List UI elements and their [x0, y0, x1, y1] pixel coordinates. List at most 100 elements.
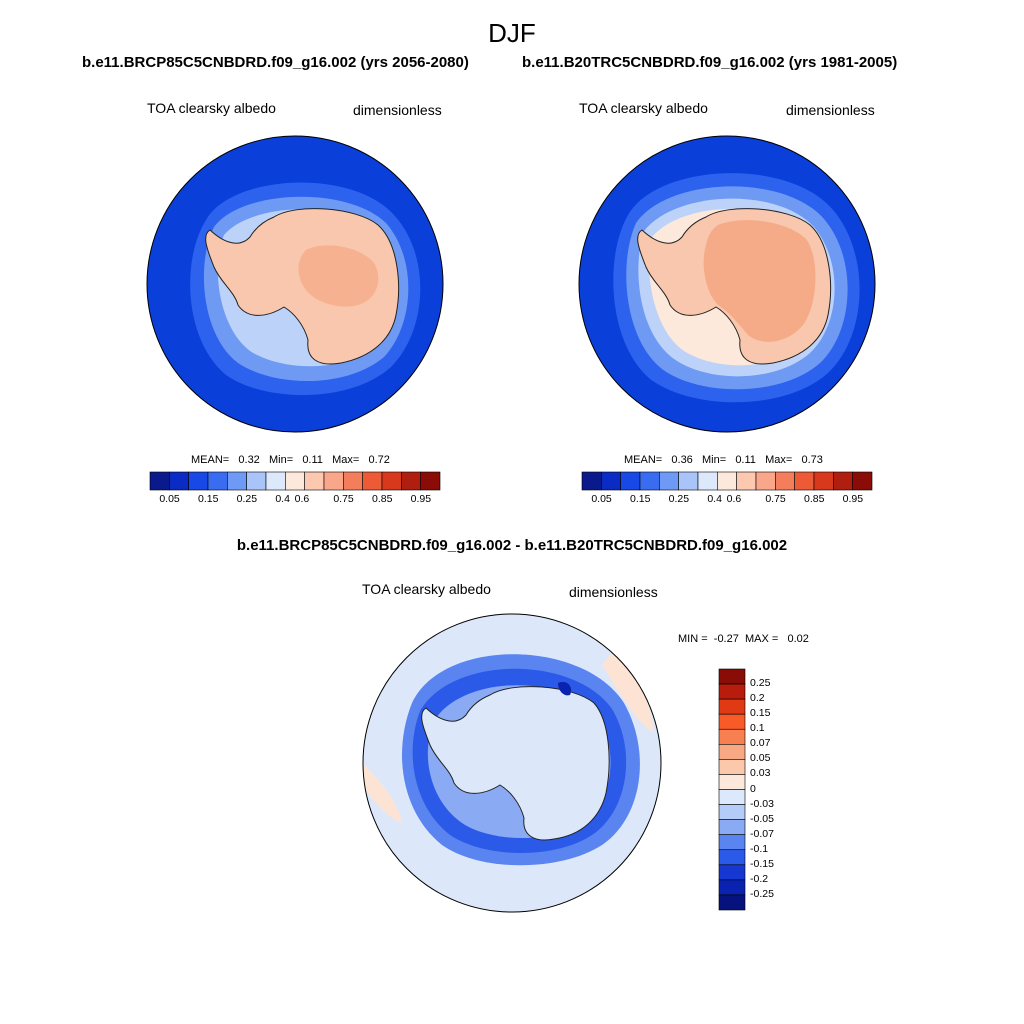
diff-variable-label: TOA clearsky albedo — [362, 581, 491, 597]
antarctica-land — [205, 208, 400, 365]
colorbar-swatch — [813, 471, 834, 491]
colorbar-left — [149, 471, 441, 491]
colorbar-swatch — [188, 471, 209, 491]
colorbar-swatch — [736, 471, 757, 491]
colorbar-swatch — [207, 471, 228, 491]
colorbar-swatch — [852, 471, 873, 491]
max-value: 0.73 — [801, 454, 823, 466]
min-label: Min= — [701, 454, 727, 466]
colorbar-ticks-right: 0.05 0.15 0.25 0.4 0.6 0.75 0.85 0.95 — [582, 493, 872, 507]
mean-label: MEAN= — [624, 454, 663, 466]
colorbar-swatch — [285, 471, 305, 491]
colorbar-swatch — [718, 744, 746, 760]
interior-plateau — [703, 220, 816, 342]
colorbar-tick-label: 0.75 — [765, 493, 786, 505]
colorbar-swatch — [718, 879, 746, 896]
colorbar-swatch — [718, 759, 746, 775]
colorbar-ticks-diff: 0.25 0.2 0.15 0.1 0.07 0.05 0.03 0 -0.03 -0.05 -0.… — [750, 669, 810, 910]
colorbar-swatch — [718, 789, 746, 805]
colorbar-tick-label: -0.1 — [750, 842, 769, 855]
colorbar-tick-label: 0.1 — [750, 722, 765, 735]
colorbar-swatch — [420, 471, 441, 491]
colorbar-swatch — [246, 471, 267, 491]
colorbar-swatch — [659, 471, 679, 491]
colorbar-swatch — [775, 471, 795, 491]
colorbar-tick-label: 0.2 — [750, 692, 765, 705]
colorbar-swatch — [581, 471, 602, 491]
colorbar-right — [581, 471, 873, 491]
colorbar-swatch — [718, 864, 746, 881]
colorbar-swatch — [833, 471, 853, 491]
colorbar-swatch — [718, 683, 746, 700]
case-title-left: b.e11.BRCP85C5CNBDRD.f09_g16.002 (yrs 20… — [82, 54, 469, 71]
colorbar-tick-label: 0.25 — [750, 677, 771, 690]
colorbar-swatch — [718, 819, 746, 835]
colorbar-tick-label: 0.85 — [372, 493, 393, 505]
colorbar-swatch — [343, 471, 363, 491]
min-label: Min= — [268, 454, 294, 466]
colorbar-swatch — [718, 774, 746, 790]
mean-label: MEAN= — [191, 454, 230, 466]
colorbar-tick-label: 0.05 — [159, 493, 180, 505]
diff-title: b.e11.BRCP85C5CNBDRD.f09_g16.002 - b.e11… — [236, 537, 788, 554]
diff-min-value: -0.27 — [713, 633, 739, 645]
colorbar-swatch — [401, 471, 421, 491]
colorbar-diff — [718, 668, 746, 911]
colorbar-swatch — [718, 849, 746, 866]
colorbar-swatch — [265, 471, 286, 491]
polar-map-right — [578, 135, 876, 433]
colorbar-tick-label: 0.25 — [668, 493, 690, 505]
diff-positive-patch — [602, 653, 654, 733]
diff-strong-negative — [558, 681, 572, 696]
colorbar-tick-label: 0.25 — [236, 493, 258, 505]
colorbar-swatch — [678, 471, 699, 491]
min-value: 0.11 — [735, 454, 756, 466]
min-value: 0.11 — [302, 454, 323, 466]
colorbar-swatch — [362, 471, 383, 491]
colorbar-tick-label: 0.15 — [750, 707, 771, 720]
colorbar-tick-label: 0.4 — [275, 493, 290, 505]
colorbar-tick-label: 0.85 — [804, 493, 825, 505]
colorbar-swatch — [639, 471, 660, 491]
colorbar-swatch — [697, 471, 718, 491]
polar-map-left — [146, 135, 444, 433]
colorbar-tick-label: 0.07 — [750, 737, 771, 750]
mean-value: 0.36 — [671, 454, 693, 466]
colorbar-tick-label: 0.03 — [750, 767, 771, 780]
colorbar-swatch — [718, 894, 746, 911]
diff-max-value: 0.02 — [787, 633, 809, 645]
colorbar-swatch — [227, 471, 247, 491]
colorbar-swatch — [381, 471, 402, 491]
colorbar-swatch — [755, 471, 776, 491]
stats-left: MEAN= 0.32 Min= 0.11 Max= 0.72 — [191, 454, 390, 466]
diff-max-label: MAX = — [744, 633, 779, 645]
colorbar-tick-label: 0.6 — [726, 493, 742, 505]
max-label: Max= — [765, 454, 793, 466]
colorbar-tick-label: 0.6 — [294, 493, 310, 505]
diff-near-zero — [421, 686, 610, 841]
max-label: Max= — [332, 454, 360, 466]
colorbar-swatch — [718, 713, 746, 730]
colorbar-swatch — [717, 471, 737, 491]
colorbar-tick-label: 0.05 — [750, 752, 771, 765]
colorbar-tick-label: -0.25 — [750, 887, 774, 900]
variable-label-right: TOA clearsky albedo — [579, 100, 708, 116]
colorbar-ticks-left: 0.05 0.15 0.25 0.4 0.6 0.75 0.85 0.95 — [150, 493, 440, 507]
colorbar-tick-label: -0.15 — [750, 857, 774, 870]
colorbar-tick-label: 0.15 — [630, 493, 651, 505]
colorbar-swatch — [304, 471, 325, 491]
map-border — [362, 613, 662, 913]
interior-plateau — [298, 245, 379, 307]
stats-right: MEAN= 0.36 Min= 0.11 Max= 0.73 — [624, 454, 823, 466]
case-title-right: b.e11.B20TRC5CNBDRD.f09_g16.002 (yrs 198… — [522, 54, 898, 71]
colorbar-tick-label: -0.05 — [750, 812, 774, 825]
colorbar-tick-label: 0.95 — [842, 493, 864, 505]
variable-label-left: TOA clearsky albedo — [147, 100, 276, 116]
colorbar-tick-label: -0.03 — [750, 797, 774, 810]
diff-min-label: MIN = — [678, 633, 708, 645]
diff-units-label: dimensionless — [569, 584, 658, 600]
mean-value: 0.32 — [238, 454, 260, 466]
colorbar-tick-label: 0.15 — [198, 493, 219, 505]
diff-minmax: MIN = -0.27 MAX = 0.02 — [678, 633, 809, 645]
colorbar-swatch — [149, 471, 170, 491]
